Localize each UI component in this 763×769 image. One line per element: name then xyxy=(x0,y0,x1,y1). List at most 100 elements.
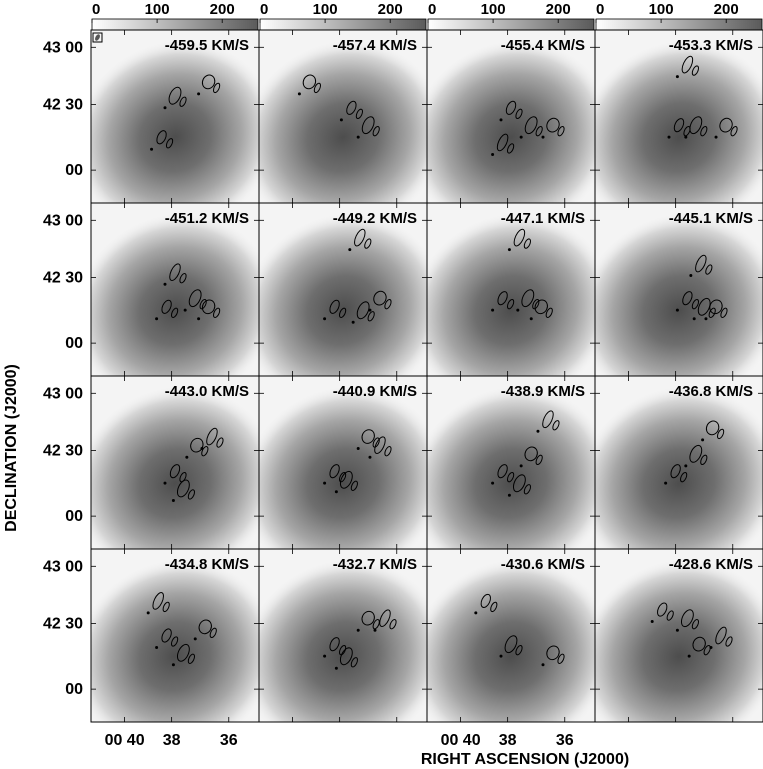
contour-blob-small xyxy=(703,644,711,656)
contour-blob xyxy=(524,446,538,462)
contour-blob xyxy=(168,86,182,105)
contour-blob xyxy=(504,635,518,654)
x-tick-label: 38 xyxy=(163,732,181,749)
galaxy-emission xyxy=(259,385,427,549)
contour-blob-small xyxy=(165,138,174,149)
contour-blob-small xyxy=(683,125,691,137)
contour-dot xyxy=(368,308,372,312)
colorbar-2 xyxy=(259,18,427,31)
contour-blob-small xyxy=(532,298,540,310)
galaxy-emission xyxy=(595,39,763,203)
contour-dot xyxy=(689,274,693,278)
panel-velocity-label: -443.0 KM/S xyxy=(165,383,249,400)
contour-blob xyxy=(681,55,694,74)
galaxy-emission xyxy=(427,385,595,549)
contour-dot xyxy=(163,106,167,110)
contour-dot xyxy=(675,75,679,79)
contour-blob xyxy=(480,593,491,608)
contour-blob-small xyxy=(201,446,209,457)
contour-blob xyxy=(512,474,526,493)
channel-panel: -457.4 KM/S xyxy=(258,29,428,204)
contour-dot xyxy=(529,317,533,321)
colorbar-tick-label: 100 xyxy=(313,1,338,18)
contour-blob-small xyxy=(717,428,725,440)
contour-blob xyxy=(373,290,387,306)
y-tick-label: 43 00 xyxy=(43,558,83,575)
y-tick-label: 00 xyxy=(65,681,83,698)
contour-blob xyxy=(673,118,685,133)
galaxy-emission xyxy=(427,558,595,722)
colorbar-tick-label: 100 xyxy=(145,1,170,18)
contour-blob xyxy=(161,299,172,314)
contour-blob-small xyxy=(339,644,347,656)
galaxy-image xyxy=(259,39,427,203)
contour-blob-small xyxy=(507,143,515,154)
contour-blob-small xyxy=(364,238,372,249)
contour-blob-small xyxy=(350,657,358,668)
contour-blob-small xyxy=(179,96,187,107)
contour-blob-small xyxy=(557,125,565,137)
panel-velocity-label: -432.7 KM/S xyxy=(333,556,417,573)
contour-blob-small xyxy=(213,82,221,94)
contour-blob-small xyxy=(507,471,515,483)
axes-labels: RIGHT ASCENSION (J2000) DECLINATION (J20… xyxy=(3,39,629,768)
galaxy-image xyxy=(259,212,427,376)
contour-blob xyxy=(682,291,693,306)
contour-blob xyxy=(719,117,733,133)
contour-blob-small xyxy=(179,471,187,483)
x-tick-label: 36 xyxy=(556,732,574,749)
colorbar-1 xyxy=(91,18,259,31)
contour-blob xyxy=(379,609,391,628)
contour-dot xyxy=(163,282,167,286)
contour-blob xyxy=(356,301,370,320)
contour-blob xyxy=(354,228,366,247)
colorbar-tick-label: 200 xyxy=(378,1,403,18)
contour-blob-small xyxy=(535,125,543,137)
contour-dot xyxy=(323,317,327,321)
contour-blob xyxy=(497,464,508,479)
contour-blob-small xyxy=(372,125,380,137)
contour-blob-small xyxy=(389,619,397,630)
galaxy-emission xyxy=(259,39,427,203)
contour-dot xyxy=(519,135,523,139)
contour-blob-small xyxy=(545,307,553,318)
panel-velocity-label: -451.2 KM/S xyxy=(165,210,249,227)
channel-panel: -449.2 KM/S xyxy=(258,202,428,377)
contour-blob xyxy=(206,427,218,446)
contour-blob xyxy=(657,602,668,617)
contour-dot xyxy=(373,628,377,632)
panel-velocity-label: -449.2 KM/S xyxy=(333,210,417,227)
galaxy-image xyxy=(259,385,427,549)
contour-dot xyxy=(675,628,679,632)
channel-panel: -434.8 KM/S xyxy=(90,548,260,723)
contour-dot xyxy=(684,135,688,139)
panel-velocity-label: -440.9 KM/S xyxy=(333,383,417,400)
galaxy-image xyxy=(595,212,763,376)
contour-dot xyxy=(650,620,654,624)
contour-blob xyxy=(346,100,357,115)
contour-dot xyxy=(356,135,360,139)
x-tick-label: 00 40 xyxy=(105,732,145,749)
channel-panel: -455.4 KM/S xyxy=(426,29,596,204)
panel-velocity-label: -453.3 KM/S xyxy=(669,37,753,54)
channel-panel: -453.3 KM/S xyxy=(594,29,763,204)
contour-blob-small xyxy=(557,653,565,664)
channel-panel: -436.8 KM/S xyxy=(594,375,763,550)
galaxy-emission xyxy=(259,558,427,722)
galaxy-image xyxy=(595,558,763,722)
contour-blob-small xyxy=(199,298,207,310)
contour-dot xyxy=(197,92,201,96)
contour-blob-small xyxy=(725,636,733,647)
contour-blob xyxy=(339,470,353,489)
panel-velocity-label: -428.6 KM/S xyxy=(669,556,753,573)
contour-blob-small xyxy=(535,454,543,466)
galaxy-image xyxy=(91,212,259,376)
channel-panel: -451.2 KM/S xyxy=(90,202,260,377)
contour-blob xyxy=(176,479,190,498)
contour-dot xyxy=(541,135,545,139)
contour-blob xyxy=(513,228,526,247)
contour-dot xyxy=(675,308,679,312)
galaxy-image xyxy=(595,39,763,203)
panel-velocity-label: -434.8 KM/S xyxy=(165,556,249,573)
contour-blob-small xyxy=(515,644,523,656)
